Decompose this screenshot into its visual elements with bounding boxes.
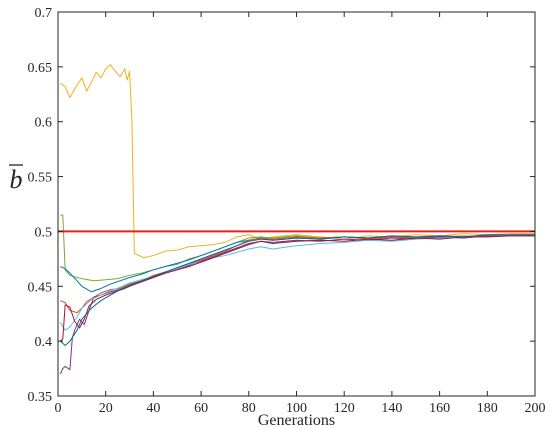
x-tick-label: 160 bbox=[429, 401, 450, 416]
x-tick-label: 100 bbox=[286, 401, 307, 416]
y-tick-label: 0.45 bbox=[28, 280, 53, 295]
x-tick-label: 200 bbox=[525, 401, 546, 416]
y-tick-label: 0.7 bbox=[35, 6, 53, 21]
x-tick-label: 120 bbox=[334, 401, 355, 416]
x-tick-label: 80 bbox=[242, 401, 256, 416]
y-tick-label: 0.55 bbox=[28, 171, 53, 186]
y-tick-label: 0.35 bbox=[28, 390, 53, 405]
y-tick-label: 0.5 bbox=[35, 225, 53, 240]
plot-frame bbox=[57, 11, 536, 397]
x-tick-label: 180 bbox=[477, 401, 498, 416]
y-tick-label: 0.6 bbox=[35, 116, 53, 131]
x-tick-label: 140 bbox=[381, 401, 402, 416]
y-tick-label: 0.4 bbox=[35, 335, 53, 350]
series-line-5 bbox=[59, 235, 535, 375]
tick-layer: 0 20 40 60 80 100 120 140 160 180 200 0.35 0.4 0.45 0.… bbox=[28, 6, 546, 416]
series-line-1 bbox=[60, 64, 535, 259]
series-line-2 bbox=[60, 214, 535, 282]
series-line-4 bbox=[60, 234, 536, 314]
x-tick-label: 0 bbox=[55, 401, 62, 416]
series-line-6 bbox=[59, 235, 535, 331]
x-tick-label: 40 bbox=[146, 401, 160, 416]
x-axis-title: Generations bbox=[258, 412, 335, 429]
x-tick-label: 20 bbox=[99, 401, 113, 416]
y-axis-title-text: b bbox=[10, 165, 23, 194]
series-layer bbox=[59, 64, 536, 375]
series-line-8 bbox=[60, 234, 535, 347]
series-line-7 bbox=[60, 235, 535, 342]
x-tick-label: 60 bbox=[194, 401, 208, 416]
y-axis-title: b bbox=[9, 164, 23, 194]
y-tick-label: 0.65 bbox=[28, 61, 53, 76]
